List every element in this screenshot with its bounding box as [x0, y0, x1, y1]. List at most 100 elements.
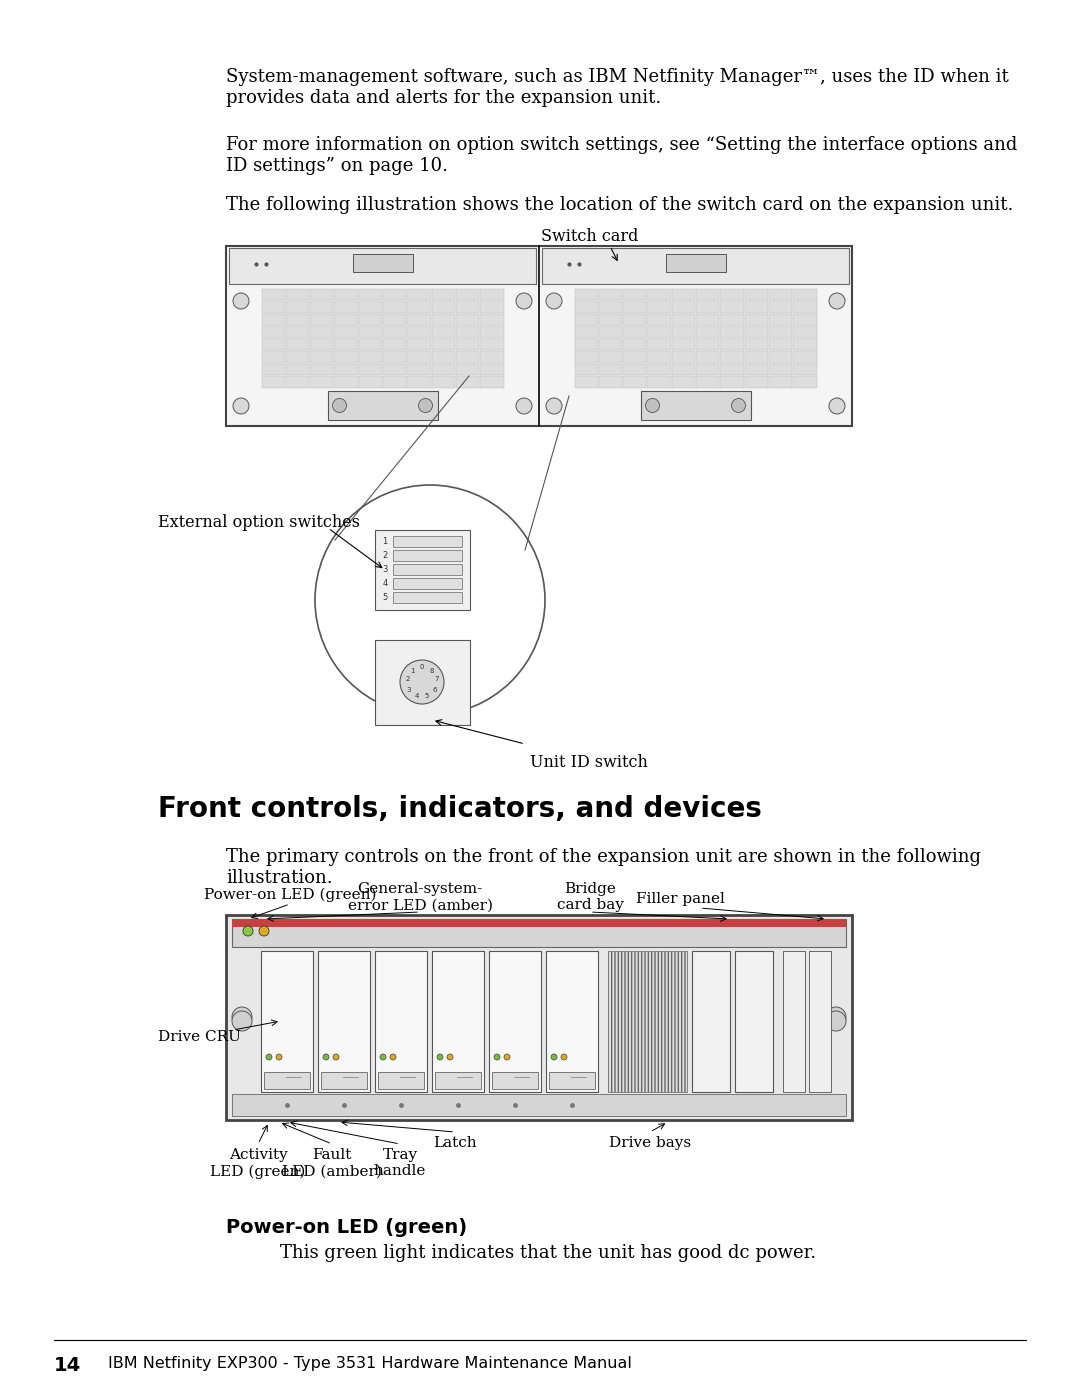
Circle shape [266, 1053, 272, 1060]
Bar [598, 300, 622, 313]
Bar [407, 289, 431, 300]
Text: 2: 2 [382, 550, 388, 560]
Bar [720, 300, 744, 313]
Bar [696, 326, 719, 338]
Bar [383, 376, 406, 387]
Bar [432, 338, 455, 351]
Text: Filler panel: Filler panel [635, 893, 725, 907]
Bar [261, 951, 313, 1092]
Bar [647, 313, 671, 326]
Bar [542, 249, 849, 284]
Bar [623, 326, 647, 338]
Bar [432, 351, 455, 362]
Bar [623, 300, 647, 313]
Bar [598, 376, 622, 387]
Bar [735, 951, 773, 1092]
Bar [229, 249, 536, 284]
Circle shape [826, 1007, 846, 1027]
Bar [575, 363, 598, 374]
Circle shape [646, 398, 660, 412]
Bar [456, 363, 480, 374]
Bar [318, 951, 370, 1092]
Bar [335, 313, 357, 326]
Bar [481, 300, 503, 313]
Bar [598, 363, 622, 374]
Bar [623, 313, 647, 326]
Bar [261, 313, 285, 326]
Bar [769, 363, 793, 374]
Bar [226, 915, 852, 1120]
Text: Latch: Latch [433, 1136, 476, 1150]
Text: Fault
LED (amber): Fault LED (amber) [282, 1148, 382, 1178]
Bar [261, 300, 285, 313]
Bar [672, 351, 696, 362]
Circle shape [516, 398, 532, 414]
Bar [744, 338, 768, 351]
Circle shape [546, 293, 562, 309]
Bar [696, 351, 719, 362]
Bar [359, 313, 382, 326]
Text: 7: 7 [434, 676, 440, 682]
Bar [226, 246, 852, 426]
Bar [456, 300, 480, 313]
Bar [327, 391, 437, 420]
Bar [598, 313, 622, 326]
Bar [310, 300, 334, 313]
Bar [647, 351, 671, 362]
Bar [232, 1094, 846, 1116]
Bar [232, 919, 846, 947]
Bar [407, 313, 431, 326]
Bar [286, 313, 309, 326]
Bar [375, 951, 427, 1092]
Circle shape [826, 1011, 846, 1031]
Bar [598, 326, 622, 338]
Bar [261, 326, 285, 338]
Bar [352, 254, 413, 272]
Bar [375, 529, 470, 610]
Bar [744, 300, 768, 313]
Bar [359, 326, 382, 338]
Bar [608, 951, 687, 1092]
Bar [393, 536, 462, 548]
Text: 4: 4 [382, 578, 388, 588]
Bar [720, 289, 744, 300]
Bar [261, 338, 285, 351]
Bar [432, 289, 455, 300]
Bar [359, 289, 382, 300]
Circle shape [447, 1053, 453, 1060]
Bar [335, 300, 357, 313]
Bar [769, 351, 793, 362]
Bar [696, 313, 719, 326]
Bar [310, 351, 334, 362]
Bar [793, 289, 816, 300]
Bar [575, 289, 598, 300]
Text: General-system-
error LED (amber): General-system- error LED (amber) [348, 882, 492, 912]
Bar [575, 338, 598, 351]
Bar [310, 326, 334, 338]
Bar [647, 300, 671, 313]
Circle shape [516, 293, 532, 309]
Text: 6: 6 [433, 686, 437, 693]
Text: Unit ID switch: Unit ID switch [530, 754, 648, 771]
Circle shape [546, 398, 562, 414]
Text: 5: 5 [382, 592, 388, 602]
Circle shape [233, 293, 249, 309]
Text: External option switches: External option switches [158, 514, 360, 531]
Bar [375, 640, 470, 725]
Bar [720, 338, 744, 351]
Bar [310, 338, 334, 351]
Bar [261, 363, 285, 374]
Text: 4: 4 [415, 693, 419, 698]
Circle shape [494, 1053, 500, 1060]
Bar [432, 313, 455, 326]
Bar [407, 363, 431, 374]
Circle shape [333, 398, 347, 412]
Circle shape [551, 1053, 557, 1060]
Bar [286, 351, 309, 362]
Bar [286, 363, 309, 374]
Text: Front controls, indicators, and devices: Front controls, indicators, and devices [158, 795, 761, 823]
Bar [383, 300, 406, 313]
Bar [407, 338, 431, 351]
Bar [575, 351, 598, 362]
Bar [546, 951, 598, 1092]
